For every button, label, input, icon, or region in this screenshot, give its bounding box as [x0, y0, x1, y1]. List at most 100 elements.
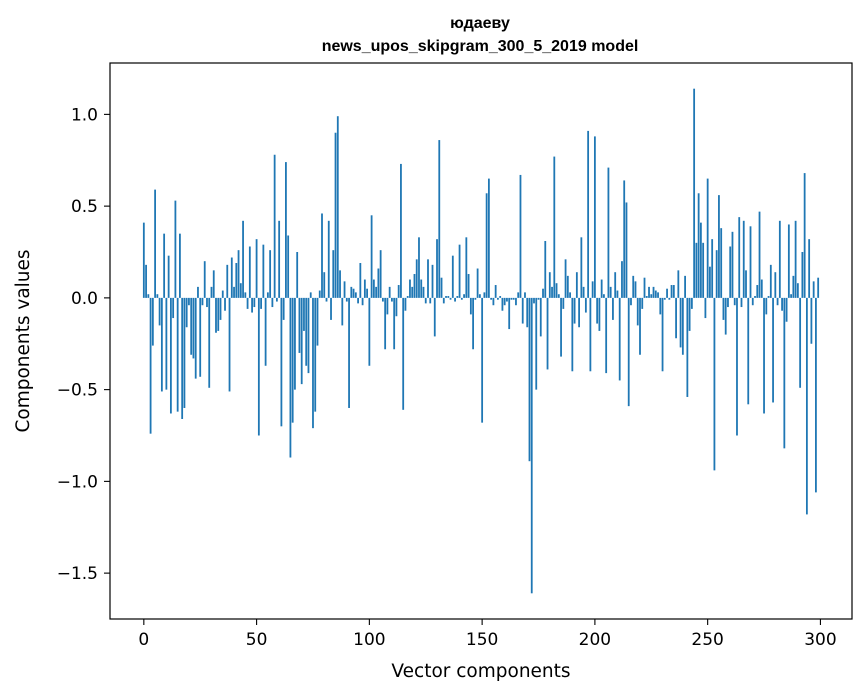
- bar: [776, 297, 779, 306]
- bar: [796, 283, 799, 298]
- bar: [487, 178, 490, 298]
- bar: [645, 296, 648, 298]
- bar: [548, 272, 551, 298]
- chart-subtitle: news_upos_skipgram_300_5_2019 model: [322, 38, 639, 55]
- bar: [433, 297, 436, 337]
- bar: [663, 297, 666, 300]
- bar: [774, 272, 777, 298]
- bar: [756, 285, 759, 298]
- bar: [397, 285, 400, 298]
- bar: [772, 297, 774, 403]
- bar: [235, 263, 238, 298]
- bar: [578, 297, 580, 328]
- bar: [208, 297, 211, 388]
- y-tick-label: −1.5: [57, 564, 98, 584]
- bar: [334, 132, 337, 298]
- bar: [219, 297, 222, 320]
- y-axis-label: Components values: [13, 249, 34, 432]
- bar: [242, 220, 244, 298]
- bar: [237, 250, 240, 298]
- bar: [571, 297, 574, 372]
- bar: [244, 292, 247, 298]
- bar: [668, 297, 671, 300]
- bar: [603, 294, 605, 298]
- bar: [255, 239, 258, 298]
- bar: [524, 292, 526, 298]
- bar: [580, 237, 583, 298]
- bar: [145, 264, 147, 298]
- bar: [555, 283, 558, 298]
- bar: [614, 272, 617, 298]
- bar: [451, 255, 454, 298]
- bar: [654, 290, 657, 298]
- bar: [183, 297, 186, 408]
- bar: [537, 297, 540, 300]
- x-tick-label: 50: [246, 630, 268, 650]
- bar: [704, 297, 707, 319]
- bar: [657, 292, 659, 298]
- bar: [803, 173, 806, 298]
- bar: [510, 297, 513, 300]
- bar: [517, 292, 520, 298]
- bar: [815, 297, 817, 493]
- bar: [447, 296, 450, 298]
- bar: [506, 297, 508, 302]
- bar: [149, 297, 152, 434]
- bar: [354, 292, 357, 298]
- bar: [181, 297, 184, 419]
- bar: [415, 259, 418, 298]
- bar: [458, 244, 461, 298]
- plot-frame: [109, 62, 853, 620]
- bar: [285, 162, 287, 298]
- bar: [366, 288, 368, 298]
- bar: [767, 296, 770, 298]
- bar: [763, 297, 765, 414]
- bar: [785, 297, 788, 322]
- bar: [463, 294, 465, 298]
- bar: [368, 297, 371, 366]
- bar: [639, 297, 641, 355]
- bar: [163, 233, 166, 298]
- bar: [607, 167, 610, 298]
- bar: [747, 297, 750, 405]
- bar-series: [142, 88, 820, 594]
- bar: [778, 220, 781, 298]
- bar: [456, 296, 459, 298]
- bar: [424, 297, 427, 304]
- bar: [160, 297, 163, 392]
- bar: [618, 297, 621, 381]
- x-axis-ticks: 0 50 100 150 200 250 300: [138, 619, 837, 650]
- bar: [260, 297, 262, 309]
- bar: [670, 285, 673, 298]
- bar: [445, 296, 447, 298]
- bar: [702, 242, 705, 298]
- bar: [298, 297, 301, 353]
- bar: [720, 228, 723, 298]
- bar: [206, 297, 208, 308]
- bar: [422, 286, 425, 298]
- bar: [169, 297, 172, 414]
- bar: [560, 297, 562, 357]
- bar: [316, 297, 319, 346]
- bar: [584, 297, 587, 313]
- bar: [363, 279, 366, 298]
- bar: [167, 255, 170, 298]
- bar: [794, 220, 797, 298]
- bar: [402, 297, 405, 410]
- bar: [643, 277, 646, 298]
- bar: [684, 275, 686, 298]
- y-tick-label: −1.0: [57, 472, 98, 492]
- bar: [715, 250, 718, 298]
- y-tick-label: 0.0: [71, 289, 98, 309]
- bar: [345, 297, 348, 302]
- bar: [709, 266, 711, 298]
- bar: [526, 297, 529, 328]
- bar: [573, 297, 576, 324]
- bar: [239, 283, 242, 298]
- bar: [627, 297, 630, 407]
- bar: [596, 297, 599, 324]
- bar: [454, 297, 456, 302]
- bar: [395, 297, 398, 317]
- bar: [158, 297, 161, 326]
- bar: [185, 297, 188, 328]
